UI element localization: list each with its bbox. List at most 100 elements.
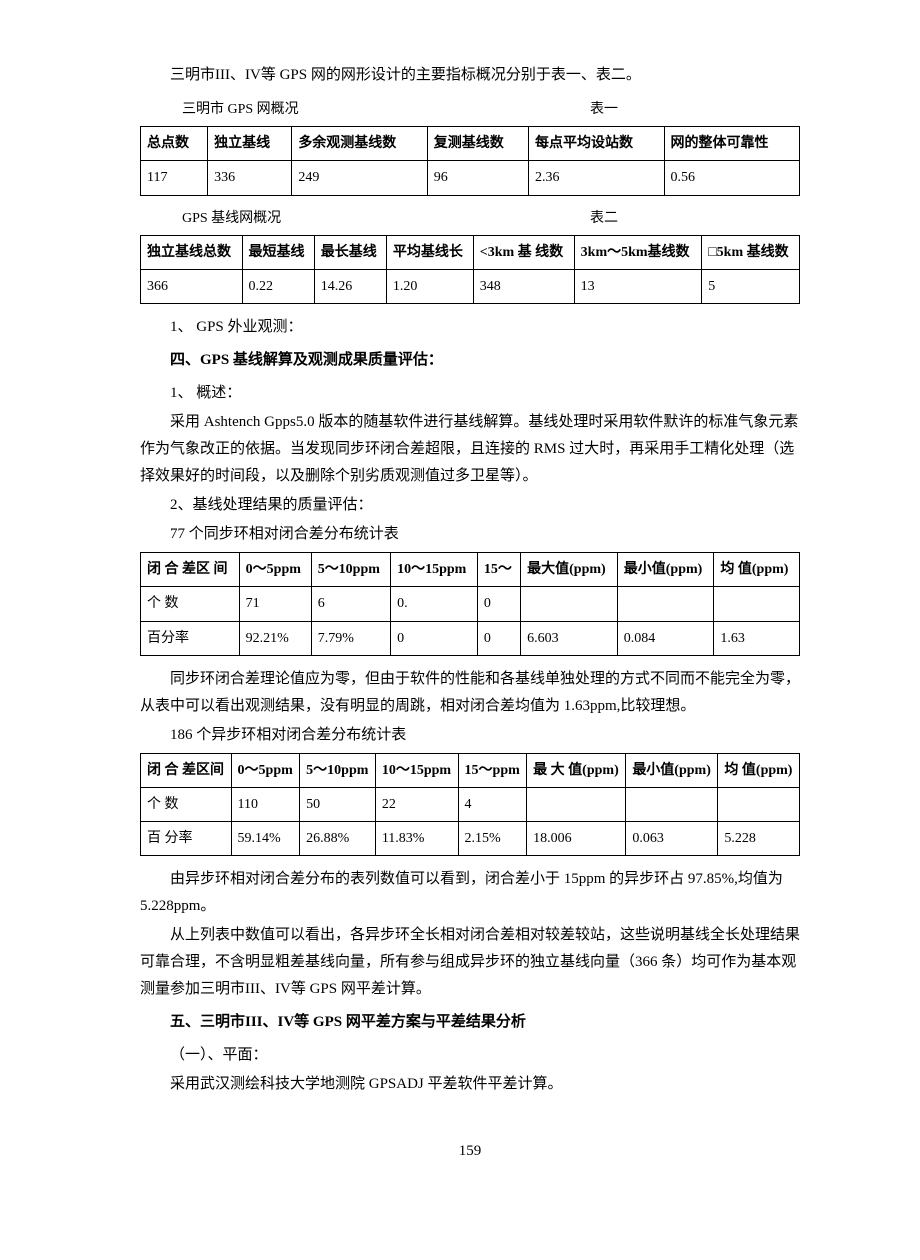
section4-title: 四、GPS 基线解算及观测成果质量评估： (140, 347, 800, 374)
th: <3km 基 线数 (473, 235, 574, 269)
th: 闭 合 差区 间 (141, 553, 240, 587)
td: 71 (239, 587, 311, 621)
th: 多余观测基线数 (292, 127, 427, 161)
td: 百 分率 (141, 822, 232, 856)
table-row: 117 336 249 96 2.36 0.56 (141, 161, 800, 195)
td: 6.603 (521, 621, 618, 655)
table2-caption: GPS 基线网概况 表二 (140, 206, 800, 231)
para2: 同步环闭合差理论值应为零，但由于软件的性能和各基线单独处理的方式不同而不能完全为… (140, 666, 800, 720)
th: 0～5ppm (239, 553, 311, 587)
table3: 闭 合 差区 间 0～5ppm 5～10ppm 10～15ppm 15～ 最大值… (140, 552, 800, 656)
td: 348 (473, 269, 574, 303)
td: 0 (391, 621, 478, 655)
td: 0. (391, 587, 478, 621)
table-header-row: 总点数 独立基线 多余观测基线数 复测基线数 每点平均设站数 网的整体可靠性 (141, 127, 800, 161)
th: 网的整体可靠性 (664, 127, 800, 161)
td: 336 (208, 161, 292, 195)
td: 59.14% (231, 822, 300, 856)
page-number: 159 (140, 1138, 800, 1165)
td: 0.56 (664, 161, 800, 195)
td: 14.26 (314, 269, 386, 303)
td: 26.88% (300, 822, 376, 856)
th: 最长基线 (314, 235, 386, 269)
table1-caption-right: 表一 (350, 97, 800, 122)
td: 13 (574, 269, 702, 303)
td (617, 587, 714, 621)
td (521, 587, 618, 621)
td: 110 (231, 787, 300, 821)
table-header-row: 闭 合 差区间 0～5ppm 5～10ppm 10～15ppm 15～ppm 最… (141, 753, 800, 787)
td: 18.006 (527, 822, 626, 856)
table-header-row: 独立基线总数 最短基线 最长基线 平均基线长 <3km 基 线数 3km～5km… (141, 235, 800, 269)
th: 平均基线长 (386, 235, 473, 269)
gps-obs-item: 1、 GPS 外业观测： (140, 314, 800, 341)
td: 92.21% (239, 621, 311, 655)
table-row: 个 数 71 6 0. 0 (141, 587, 800, 621)
th: 闭 合 差区间 (141, 753, 232, 787)
td: 6 (311, 587, 390, 621)
td: 0.22 (242, 269, 314, 303)
th: 0～5ppm (231, 753, 300, 787)
th: 最小值(ppm) (617, 553, 714, 587)
table-row: 百分率 92.21% 7.79% 0 0 6.603 0.084 1.63 (141, 621, 800, 655)
td (718, 787, 800, 821)
th: 均 值(ppm) (714, 553, 800, 587)
table2-caption-left: GPS 基线网概况 (140, 206, 350, 231)
td (527, 787, 626, 821)
td: 0 (477, 621, 520, 655)
th: 复测基线数 (427, 127, 528, 161)
th: 最大值(ppm) (521, 553, 618, 587)
td: 1.20 (386, 269, 473, 303)
th: 15～ (477, 553, 520, 587)
table1: 总点数 独立基线 多余观测基线数 复测基线数 每点平均设站数 网的整体可靠性 1… (140, 126, 800, 195)
quality-item: 2、基线处理结果的质量评估： (140, 492, 800, 519)
td (714, 587, 800, 621)
table-row: 百 分率 59.14% 26.88% 11.83% 2.15% 18.006 0… (141, 822, 800, 856)
td: 5.228 (718, 822, 800, 856)
td: 249 (292, 161, 427, 195)
para1: 采用 Ashtench Gpps5.0 版本的随基软件进行基线解算。基线处理时采… (140, 409, 800, 490)
table3-caption: 77 个同步环相对闭合差分布统计表 (140, 521, 800, 548)
th: 5～10ppm (300, 753, 376, 787)
td: 22 (375, 787, 458, 821)
td: 0 (477, 587, 520, 621)
td: 50 (300, 787, 376, 821)
td: 117 (141, 161, 208, 195)
td: 0.063 (626, 822, 718, 856)
th: 5～10ppm (311, 553, 390, 587)
table1-caption-left: 三明市 GPS 网概况 (140, 97, 350, 122)
th: 10～15ppm (391, 553, 478, 587)
td: 1.63 (714, 621, 800, 655)
para3: 由异步环相对闭合差分布的表列数值可以看到，闭合差小于 15ppm 的异步环占 9… (140, 866, 800, 920)
th: 最短基线 (242, 235, 314, 269)
td: 2.15% (458, 822, 527, 856)
th: 最 大 值(ppm) (527, 753, 626, 787)
table2-caption-right: 表二 (350, 206, 800, 231)
td: 4 (458, 787, 527, 821)
th: □5km 基线数 (702, 235, 800, 269)
td: 个 数 (141, 787, 232, 821)
table4: 闭 合 差区间 0～5ppm 5～10ppm 10～15ppm 15～ppm 最… (140, 753, 800, 857)
td: 百分率 (141, 621, 240, 655)
th: 独立基线总数 (141, 235, 243, 269)
table-header-row: 闭 合 差区 间 0～5ppm 5～10ppm 10～15ppm 15～ 最大值… (141, 553, 800, 587)
td: 7.79% (311, 621, 390, 655)
td: 个 数 (141, 587, 240, 621)
th: 每点平均设站数 (529, 127, 664, 161)
td (626, 787, 718, 821)
table4-caption: 186 个异步环相对闭合差分布统计表 (140, 722, 800, 749)
overview-item: 1、 概述： (140, 380, 800, 407)
table-row: 366 0.22 14.26 1.20 348 13 5 (141, 269, 800, 303)
td: 2.36 (529, 161, 664, 195)
sub5-1: （一）、平面： (140, 1042, 800, 1069)
intro-text: 三明市III、IV等 GPS 网的网形设计的主要指标概况分别于表一、表二。 (140, 62, 800, 89)
th: 均 值(ppm) (718, 753, 800, 787)
td: 96 (427, 161, 528, 195)
td: 11.83% (375, 822, 458, 856)
table-row: 个 数 110 50 22 4 (141, 787, 800, 821)
th: 10～15ppm (375, 753, 458, 787)
para4: 从上列表中数值可以看出，各异步环全长相对闭合差相对较差较站，这些说明基线全长处理… (140, 922, 800, 1003)
th: 独立基线 (208, 127, 292, 161)
td: 5 (702, 269, 800, 303)
td: 0.084 (617, 621, 714, 655)
